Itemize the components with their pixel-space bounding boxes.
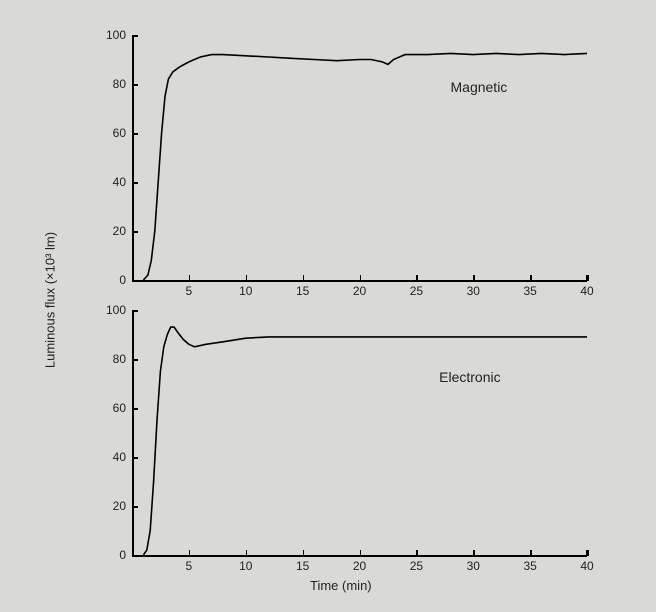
x-tick-label: 25	[404, 559, 428, 573]
x-tick-label: 40	[575, 284, 599, 298]
x-tick	[530, 550, 532, 556]
x-tick	[473, 275, 475, 281]
y-tick	[132, 84, 138, 86]
x-tick-label: 35	[518, 559, 542, 573]
y-tick	[132, 457, 138, 459]
x-tick-label: 5	[177, 559, 201, 573]
x-tick-label: 10	[234, 284, 258, 298]
y-axis	[132, 35, 134, 280]
x-tick-label: 5	[177, 284, 201, 298]
y-tick	[132, 506, 138, 508]
x-tick	[246, 550, 248, 556]
y-tick-label: 0	[96, 548, 126, 562]
y-tick	[132, 280, 138, 282]
y-tick	[132, 182, 138, 184]
chart-container: Luminous flux (×10³ lm) Magnetic Electro…	[0, 0, 656, 612]
x-tick-label: 20	[348, 559, 372, 573]
y-axis-label: Luminous flux (×10³ lm)	[43, 232, 58, 368]
line-magnetic	[132, 35, 587, 280]
y-tick	[132, 359, 138, 361]
y-axis	[132, 310, 134, 555]
x-tick	[416, 550, 418, 556]
series-label-electronic: Electronic	[439, 369, 500, 385]
x-tick	[360, 550, 362, 556]
y-tick-label: 80	[96, 77, 126, 91]
x-tick	[303, 275, 305, 281]
y-tick-label: 60	[96, 401, 126, 415]
plot-magnetic: Magnetic	[132, 35, 587, 280]
y-tick	[132, 310, 138, 312]
y-tick-label: 20	[96, 224, 126, 238]
y-tick	[132, 555, 138, 557]
series-label-magnetic: Magnetic	[451, 79, 508, 95]
x-tick-label: 25	[404, 284, 428, 298]
x-tick-label: 40	[575, 559, 599, 573]
x-tick-label: 10	[234, 559, 258, 573]
y-tick-label: 60	[96, 126, 126, 140]
y-tick	[132, 231, 138, 233]
x-tick	[189, 550, 191, 556]
x-tick	[303, 550, 305, 556]
y-tick-label: 40	[96, 450, 126, 464]
y-tick	[132, 408, 138, 410]
x-tick-label: 30	[461, 284, 485, 298]
y-tick-label: 100	[96, 28, 126, 42]
y-tick-label: 100	[96, 303, 126, 317]
y-tick	[132, 35, 138, 37]
x-tick	[530, 275, 532, 281]
x-tick-label: 15	[291, 284, 315, 298]
y-tick-label: 40	[96, 175, 126, 189]
line-electronic	[132, 310, 587, 555]
x-tick	[246, 275, 248, 281]
x-tick-label: 30	[461, 559, 485, 573]
x-tick	[587, 275, 589, 281]
x-tick-label: 20	[348, 284, 372, 298]
x-tick-label: 15	[291, 559, 315, 573]
plot-electronic: Electronic	[132, 310, 587, 555]
y-tick-label: 80	[96, 352, 126, 366]
x-tick	[416, 275, 418, 281]
x-tick-label: 35	[518, 284, 542, 298]
x-tick	[587, 550, 589, 556]
x-tick	[189, 275, 191, 281]
x-tick	[473, 550, 475, 556]
y-tick-label: 20	[96, 499, 126, 513]
y-tick-label: 0	[96, 273, 126, 287]
x-tick	[360, 275, 362, 281]
x-axis-label: Time (min)	[310, 578, 372, 593]
y-tick	[132, 133, 138, 135]
